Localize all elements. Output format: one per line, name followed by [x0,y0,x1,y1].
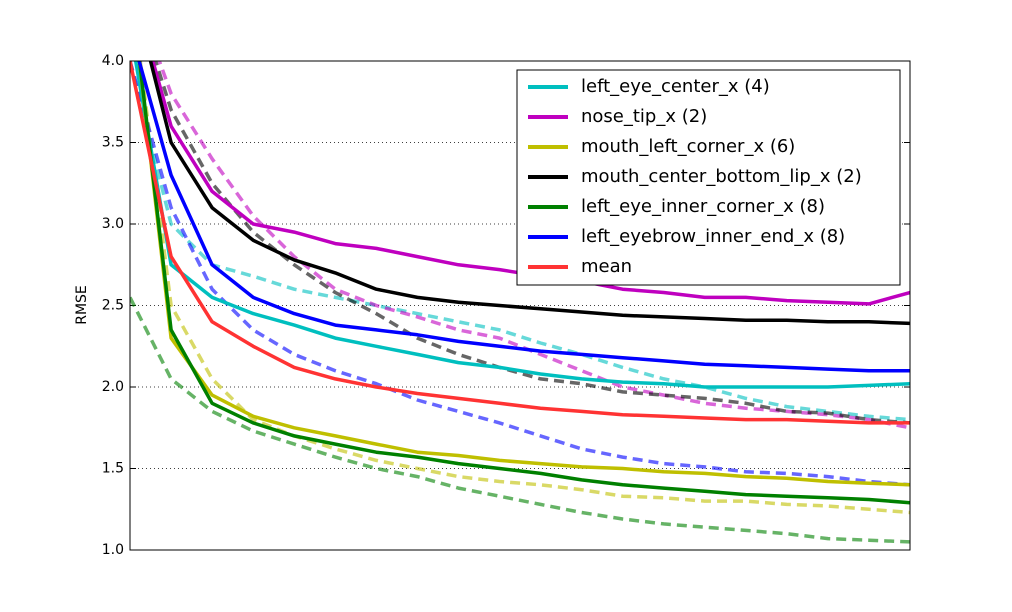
y-axis-label: RMSE [74,285,90,325]
y-tick-label: 4.0 [102,53,124,69]
line [133,61,910,389]
line [137,61,910,487]
plot-frame [129,60,911,551]
dashed-line [138,61,910,515]
y-tick-label: 2.0 [102,379,124,395]
legend-box [516,69,901,286]
y-tick-label: 2.5 [102,298,124,314]
legend-label: left_eye_center_x (4) [581,76,770,97]
dashed-line [157,61,910,430]
line [137,61,910,505]
legend-label: nose_tip_x (2) [581,106,707,127]
legend-label: mouth_left_corner_x (6) [581,136,795,157]
dashed-line [153,61,910,425]
dashed-line [130,61,910,487]
y-tick-label: 3.5 [102,135,124,151]
dashed-line [130,61,910,422]
legend-label: left_eyebrow_inner_end_x (8) [581,226,845,247]
dashed-line [130,296,910,544]
line [148,61,910,326]
line [130,61,910,425]
y-tick-label: 1.5 [102,461,124,477]
line [137,61,910,373]
y-tick-label: 3.0 [102,216,124,232]
legend-label: left_eye_inner_corner_x (8) [581,196,825,217]
legend-label: mean [581,256,632,277]
y-tick-label: 1.0 [102,542,124,558]
legend-label: mouth_center_bottom_lip_x (2) [581,166,862,187]
